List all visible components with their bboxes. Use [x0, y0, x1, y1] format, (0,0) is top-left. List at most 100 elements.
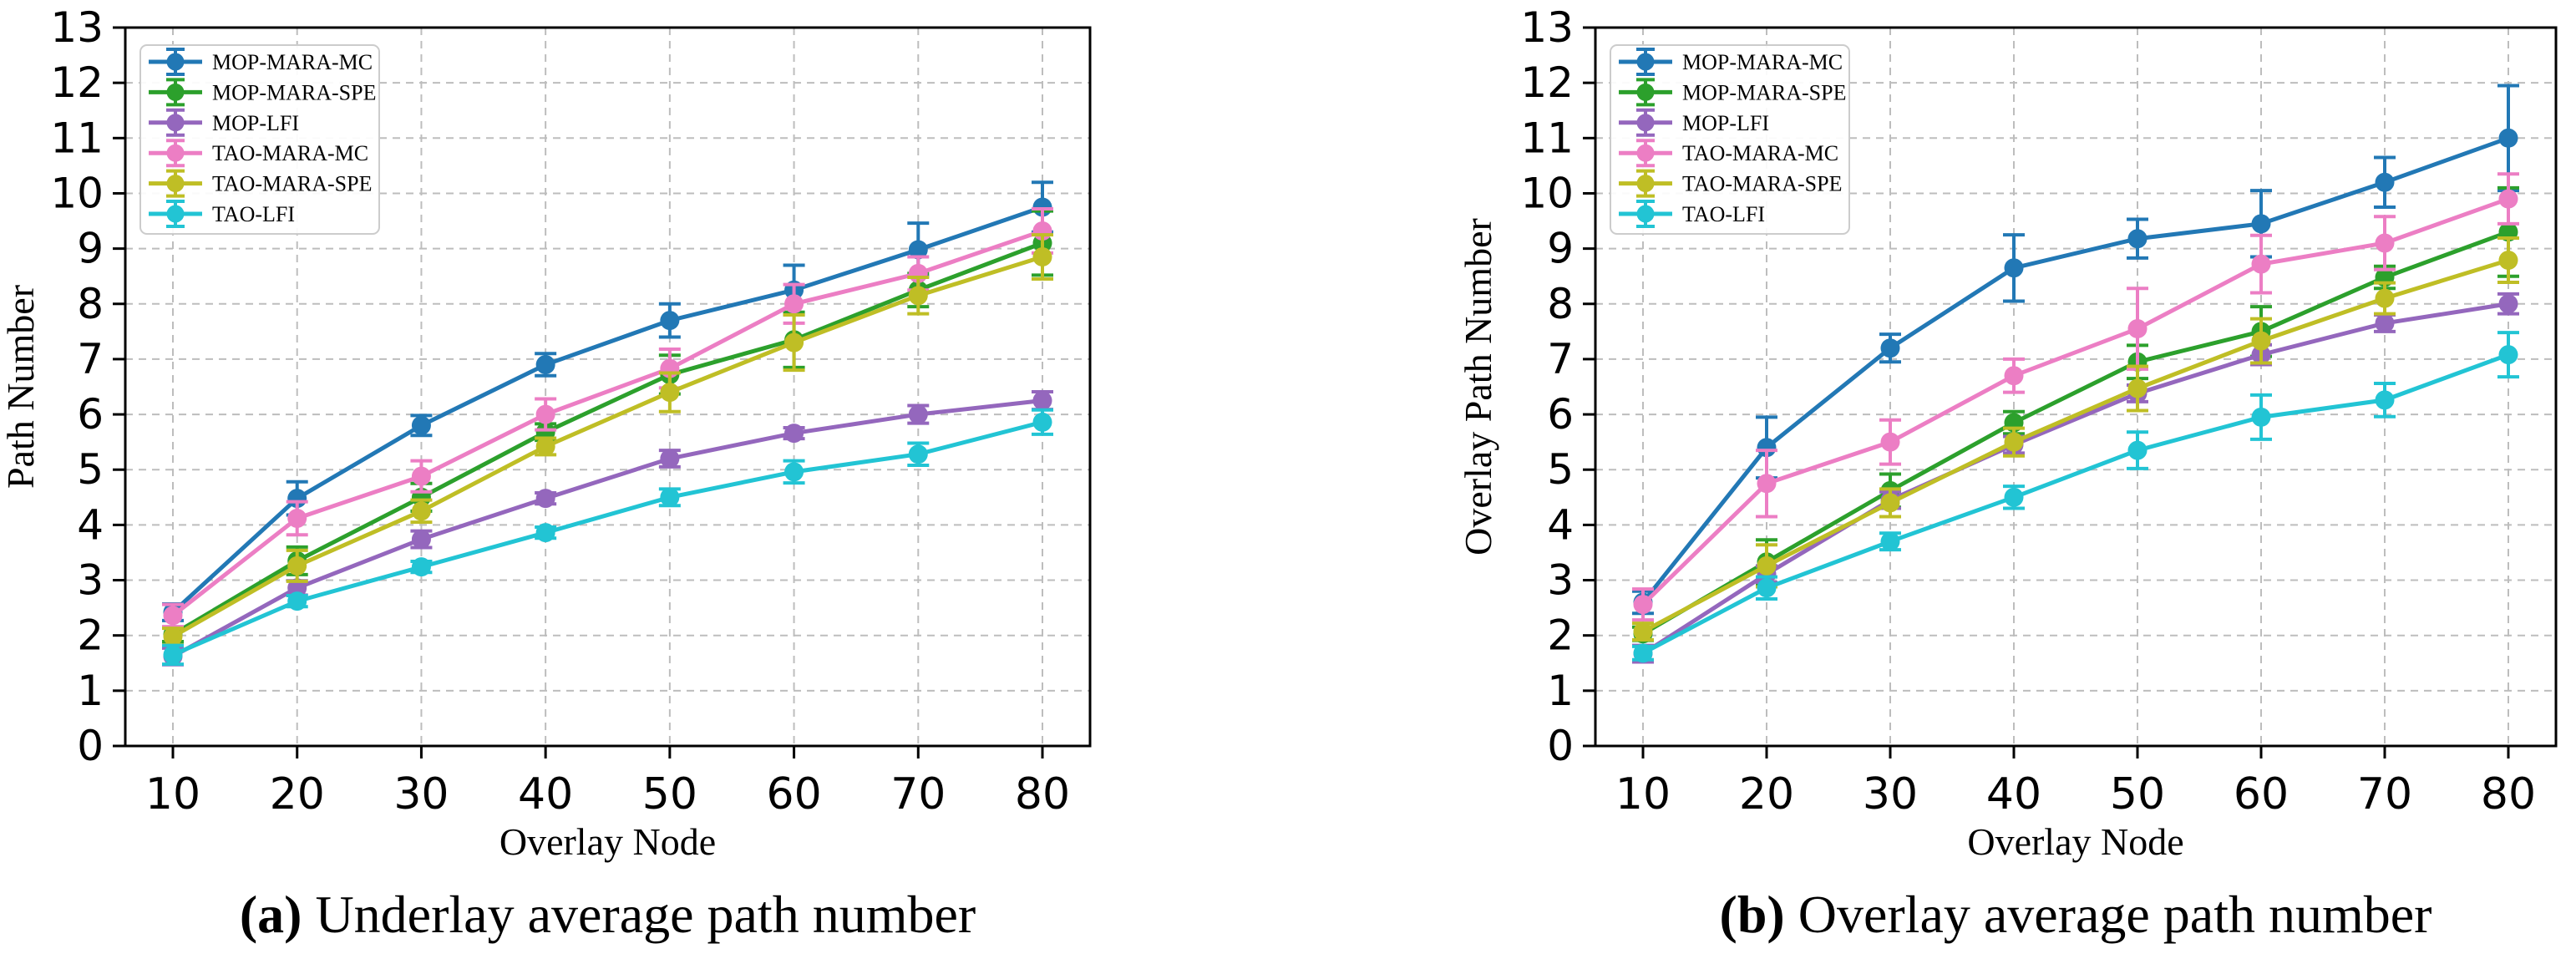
- y-tick-label: 9: [77, 225, 104, 273]
- data-point: [2375, 288, 2395, 308]
- y-tick-label: 7: [77, 335, 104, 383]
- data-point: [2498, 294, 2518, 314]
- legend-item-MOP-LFI: MOP-LFI: [149, 108, 299, 137]
- data-point: [411, 557, 431, 577]
- legend-item-MOP-MARA-SPE: MOP-MARA-SPE: [149, 78, 377, 107]
- x-tick-label: 50: [2110, 769, 2165, 819]
- y-tick-label: 10: [50, 169, 104, 217]
- data-point: [1032, 247, 1052, 267]
- y-tick-label: 12: [50, 58, 104, 107]
- x-tick-label: 80: [1015, 769, 1070, 819]
- data-point: [287, 578, 307, 598]
- data-point: [2375, 233, 2395, 253]
- legend-marker: [166, 144, 185, 162]
- x-tick-label: 40: [518, 769, 573, 819]
- data-point: [535, 355, 555, 375]
- series-line: [171, 205, 1043, 614]
- data-point: [163, 606, 183, 626]
- data-point: [784, 294, 804, 314]
- legend-item-TAO-MARA-MC: TAO-MARA-MC: [149, 139, 368, 168]
- legend-marker: [166, 114, 185, 132]
- legend-label: TAO-MARA-SPE: [212, 172, 372, 196]
- data-point: [1757, 578, 1777, 598]
- data-point: [660, 311, 680, 331]
- x-axis-title: Overlay Node: [1967, 820, 2183, 863]
- data-point: [1757, 556, 1777, 576]
- legend-item-TAO-LFI: TAO-LFI: [1619, 200, 1765, 228]
- x-axis: 10 20 30 40 50 60 70 80: [1615, 746, 2536, 819]
- legend-label: MOP-MARA-MC: [212, 50, 373, 74]
- legend-label: MOP-MARA-SPE: [212, 80, 377, 104]
- y-tick-label: 3: [1547, 556, 1574, 605]
- x-tick-label: 30: [393, 769, 449, 819]
- data-point: [2004, 487, 2024, 507]
- legend-label: MOP-MARA-SPE: [1682, 80, 1847, 104]
- legend-label: TAO-MARA-SPE: [1682, 172, 1842, 196]
- series-line: [171, 255, 1043, 639]
- data-point: [1633, 643, 1653, 663]
- data-point: [1757, 474, 1777, 494]
- legend-marker: [166, 205, 185, 223]
- x-tick-label: 60: [2234, 769, 2289, 819]
- data-point: [908, 444, 928, 464]
- data-point: [2375, 390, 2395, 410]
- legend-item-TAO-MARA-SPE: TAO-MARA-SPE: [149, 169, 372, 198]
- legend-label: MOP-MARA-MC: [1682, 50, 1843, 74]
- y-tick-label: 5: [77, 445, 104, 494]
- y-tick-label: 10: [1520, 169, 1574, 217]
- plot-border: [1594, 26, 2558, 748]
- data-point: [908, 240, 928, 260]
- data-point: [535, 523, 555, 543]
- data-point: [2498, 251, 2518, 271]
- x-tick-label: 10: [145, 769, 200, 819]
- legend-label: TAO-MARA-MC: [212, 141, 368, 165]
- series-line: [172, 419, 1043, 657]
- legend-marker: [1636, 175, 1655, 193]
- caption-b-label: (b): [1719, 885, 1785, 944]
- legend-label: TAO-LFI: [212, 202, 295, 226]
- data-point: [2251, 214, 2271, 234]
- data-point: [2251, 407, 2271, 427]
- legend-item-MOP-LFI: MOP-LFI: [1619, 108, 1769, 137]
- series-line: [171, 398, 1043, 659]
- data-point: [287, 508, 307, 528]
- y-tick-label: 4: [77, 500, 104, 549]
- data-point: [163, 627, 183, 647]
- data-point: [535, 489, 555, 509]
- data-point: [784, 424, 804, 444]
- caption-b-text: Overlay average path number: [1784, 885, 2432, 944]
- data-point: [535, 436, 555, 456]
- y-axis-title: Path Number: [0, 285, 42, 489]
- data-point: [1880, 432, 1900, 452]
- x-tick-label: 60: [766, 769, 821, 819]
- legend-item-TAO-MARA-MC: TAO-MARA-MC: [1619, 139, 1838, 168]
- legend: MOP-MARA-MC MOP-MARA-SPE MOP-LFI TAO-MARA-M…: [139, 44, 380, 235]
- data-point: [1880, 531, 1900, 551]
- data-point: [411, 530, 431, 550]
- series-TAO-MARA-MC: [1632, 172, 2519, 622]
- data-point: [784, 462, 804, 482]
- data-point: [660, 383, 680, 403]
- data-point: [2004, 366, 2024, 386]
- x-tick-label: 10: [1615, 769, 1671, 819]
- data-point: [287, 556, 307, 576]
- x-tick-label: 20: [1739, 769, 1794, 819]
- y-tick-label: 2: [1547, 611, 1574, 660]
- series-line: [1641, 353, 2509, 656]
- legend-label: TAO-MARA-MC: [1682, 141, 1838, 165]
- data-point: [2251, 254, 2271, 274]
- legend-item-MOP-MARA-MC: MOP-MARA-MC: [149, 48, 373, 76]
- y-tick-label: 8: [1547, 280, 1574, 328]
- data-point: [2004, 258, 2024, 278]
- y-tick-label: 2: [77, 611, 104, 660]
- legend-label: MOP-LFI: [212, 111, 299, 135]
- data-point: [2127, 229, 2148, 249]
- x-axis-title: Overlay Node: [499, 820, 716, 863]
- legend-marker: [1636, 114, 1655, 132]
- data-point: [1757, 438, 1777, 458]
